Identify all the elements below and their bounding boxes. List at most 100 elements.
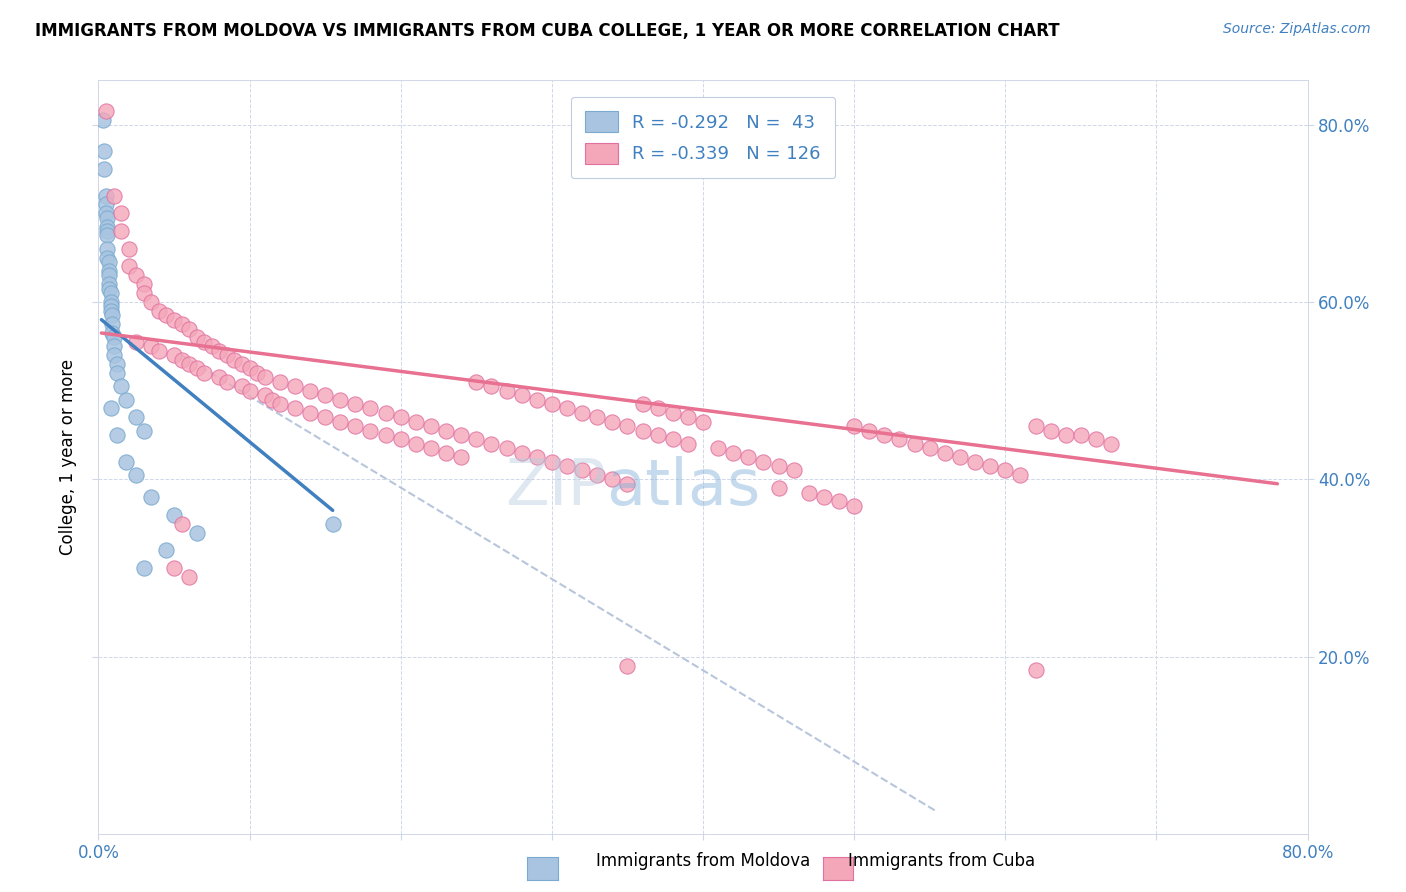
Point	[949, 450, 972, 464]
Point	[481, 437, 503, 451]
Point	[434, 424, 457, 438]
Point	[783, 463, 806, 477]
Point	[148, 303, 170, 318]
Point	[904, 437, 927, 451]
Point	[132, 561, 155, 575]
Point	[481, 379, 503, 393]
Point	[768, 458, 790, 473]
Point	[389, 410, 412, 425]
Point	[858, 424, 880, 438]
Point	[420, 442, 443, 456]
Point	[141, 295, 163, 310]
Point	[647, 401, 669, 416]
Point	[540, 397, 562, 411]
Point	[118, 242, 141, 256]
Point	[1085, 433, 1108, 447]
Point	[692, 415, 714, 429]
Point	[179, 357, 201, 371]
Point	[193, 334, 215, 349]
Point	[170, 516, 193, 531]
Point	[1099, 437, 1122, 451]
Point	[101, 317, 124, 331]
Point	[510, 388, 533, 402]
Point	[676, 437, 699, 451]
Point	[163, 348, 186, 362]
Point	[141, 339, 163, 353]
Point	[571, 463, 593, 477]
Point	[215, 375, 238, 389]
Point	[125, 467, 148, 482]
Point	[114, 454, 136, 468]
Point	[752, 454, 775, 468]
Point	[631, 424, 654, 438]
Point	[555, 401, 578, 416]
Point	[631, 397, 654, 411]
Point	[96, 211, 118, 225]
Point	[299, 406, 322, 420]
Point	[918, 442, 941, 456]
Point	[299, 384, 322, 398]
Point	[193, 366, 215, 380]
Point	[100, 286, 122, 301]
Point	[231, 357, 253, 371]
Point	[93, 161, 115, 176]
Point	[186, 330, 208, 344]
Point	[405, 437, 427, 451]
Point	[163, 561, 186, 575]
Point	[132, 277, 155, 292]
Point	[114, 392, 136, 407]
Point	[571, 406, 593, 420]
Point	[179, 570, 201, 584]
Legend: R = -0.292   N =  43, R = -0.339   N = 126: R = -0.292 N = 43, R = -0.339 N = 126	[571, 97, 835, 178]
Point	[526, 450, 548, 464]
Point	[246, 366, 269, 380]
Point	[103, 348, 125, 362]
Point	[389, 433, 412, 447]
Point	[360, 424, 382, 438]
Point	[495, 384, 517, 398]
Point	[314, 388, 336, 402]
Text: Immigrants from Moldova: Immigrants from Moldova	[596, 852, 810, 870]
Point	[374, 406, 396, 420]
Point	[110, 206, 132, 220]
Point	[510, 446, 533, 460]
Point	[768, 481, 790, 495]
Point	[616, 476, 638, 491]
Point	[94, 104, 117, 119]
Point	[269, 375, 291, 389]
Point	[98, 264, 121, 278]
Text: atlas: atlas	[606, 457, 761, 518]
Point	[163, 508, 186, 522]
Point	[723, 446, 745, 460]
Point	[100, 401, 122, 416]
Point	[100, 303, 122, 318]
Point	[253, 388, 276, 402]
Point	[148, 343, 170, 358]
Point	[284, 379, 307, 393]
Point	[96, 224, 118, 238]
Text: IMMIGRANTS FROM MOLDOVA VS IMMIGRANTS FROM CUBA COLLEGE, 1 YEAR OR MORE CORRELAT: IMMIGRANTS FROM MOLDOVA VS IMMIGRANTS FR…	[35, 22, 1060, 40]
Point	[239, 384, 262, 398]
Point	[374, 428, 396, 442]
Point	[94, 206, 117, 220]
Point	[602, 415, 624, 429]
Point	[934, 446, 956, 460]
Point	[94, 188, 117, 202]
Point	[96, 219, 118, 234]
Point	[215, 348, 238, 362]
Text: Immigrants from Cuba: Immigrants from Cuba	[848, 852, 1036, 870]
Point	[450, 428, 472, 442]
Point	[465, 433, 488, 447]
Point	[465, 375, 488, 389]
Point	[170, 317, 193, 331]
Point	[797, 485, 820, 500]
Point	[98, 282, 121, 296]
Point	[965, 454, 987, 468]
Point	[540, 454, 562, 468]
Point	[110, 224, 132, 238]
Point	[239, 361, 262, 376]
Point	[208, 343, 231, 358]
Point	[555, 458, 578, 473]
Point	[105, 357, 128, 371]
Point	[420, 419, 443, 434]
